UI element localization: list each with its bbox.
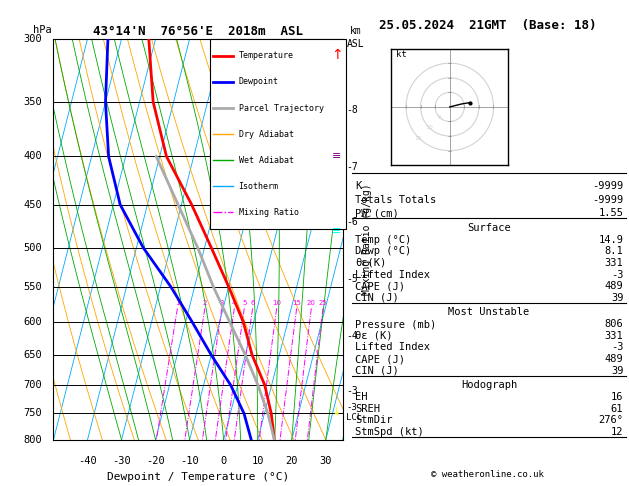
- Text: 800: 800: [23, 435, 42, 445]
- Text: 20: 20: [286, 456, 298, 466]
- Text: 10: 10: [272, 300, 281, 306]
- Text: θε(K): θε(K): [355, 258, 386, 268]
- Text: Wet Adiabat: Wet Adiabat: [238, 156, 294, 165]
- FancyBboxPatch shape: [209, 39, 346, 229]
- Text: 650: 650: [23, 350, 42, 360]
- Text: 489: 489: [604, 281, 623, 291]
- Text: Mixing Ratio: Mixing Ratio: [238, 208, 299, 217]
- Text: -3: -3: [611, 270, 623, 279]
- Text: Mixing Ratio (g/kg): Mixing Ratio (g/kg): [362, 184, 372, 295]
- Text: Lifted Index: Lifted Index: [355, 343, 430, 352]
- Text: 276°: 276°: [598, 416, 623, 425]
- Text: 16: 16: [611, 392, 623, 402]
- Text: -5: -5: [346, 274, 358, 284]
- Text: 331: 331: [604, 258, 623, 268]
- Text: hPa: hPa: [33, 25, 52, 35]
- Text: 300: 300: [23, 34, 42, 44]
- Text: Dry Adiabat: Dry Adiabat: [238, 130, 294, 139]
- Text: K: K: [355, 181, 361, 191]
- Text: ASL: ASL: [347, 38, 364, 49]
- Text: 30: 30: [320, 456, 332, 466]
- Text: Parcel Trajectory: Parcel Trajectory: [238, 104, 324, 113]
- Text: 450: 450: [23, 200, 42, 209]
- Text: Isotherm: Isotherm: [238, 182, 279, 191]
- Text: θε (K): θε (K): [355, 331, 392, 341]
- Text: -3
LCL: -3 LCL: [346, 403, 362, 422]
- Text: 400: 400: [23, 152, 42, 161]
- Text: ≡: ≡: [332, 152, 341, 161]
- Text: -6: -6: [346, 217, 358, 227]
- Text: 4: 4: [232, 300, 237, 306]
- Text: -8: -8: [346, 105, 358, 115]
- Text: 1: 1: [175, 300, 180, 306]
- Text: 10: 10: [252, 456, 264, 466]
- Text: Hodograph: Hodograph: [461, 381, 517, 390]
- Text: Dewp (°C): Dewp (°C): [355, 246, 411, 256]
- Text: 20: 20: [307, 300, 316, 306]
- Text: 10: 10: [425, 125, 433, 130]
- Text: 6: 6: [250, 300, 255, 306]
- Text: 8.1: 8.1: [604, 246, 623, 256]
- Text: 331: 331: [604, 331, 623, 341]
- Text: PW (cm): PW (cm): [355, 208, 399, 218]
- Text: Totals Totals: Totals Totals: [355, 195, 436, 205]
- Text: 61: 61: [611, 404, 623, 414]
- Text: 550: 550: [23, 282, 42, 292]
- Text: km: km: [350, 26, 361, 36]
- Text: CIN (J): CIN (J): [355, 293, 399, 303]
- Text: 25: 25: [318, 300, 327, 306]
- Text: 0: 0: [221, 456, 227, 466]
- Text: ↑: ↑: [331, 48, 342, 62]
- Text: 600: 600: [23, 317, 42, 327]
- Text: -3: -3: [611, 343, 623, 352]
- Text: CAPE (J): CAPE (J): [355, 354, 404, 364]
- Text: -20: -20: [146, 456, 165, 466]
- Text: kt: kt: [396, 51, 406, 59]
- Text: -4: -4: [346, 330, 358, 341]
- Text: © weatheronline.co.uk: © weatheronline.co.uk: [431, 469, 544, 479]
- Text: 750: 750: [23, 408, 42, 418]
- Text: 15: 15: [292, 300, 301, 306]
- Text: -7: -7: [346, 161, 358, 172]
- Text: 500: 500: [23, 243, 42, 253]
- Text: -3: -3: [346, 386, 358, 396]
- Text: CAPE (J): CAPE (J): [355, 281, 404, 291]
- Text: 806: 806: [604, 319, 623, 329]
- Text: -30: -30: [112, 456, 131, 466]
- Text: ↓: ↓: [332, 407, 341, 417]
- Text: StmSpd (kt): StmSpd (kt): [355, 427, 423, 437]
- Text: EH: EH: [355, 392, 367, 402]
- Text: Dewpoint / Temperature (°C): Dewpoint / Temperature (°C): [107, 472, 289, 482]
- Text: 1.55: 1.55: [598, 208, 623, 218]
- Text: Most Unstable: Most Unstable: [448, 308, 530, 317]
- Text: SREH: SREH: [355, 404, 380, 414]
- Text: 15: 15: [415, 136, 422, 141]
- Text: -9999: -9999: [592, 195, 623, 205]
- Text: 5: 5: [437, 115, 441, 120]
- Text: 39: 39: [611, 293, 623, 303]
- Text: 5: 5: [242, 300, 247, 306]
- Text: Temperature: Temperature: [238, 52, 294, 60]
- Text: 2: 2: [203, 300, 207, 306]
- Title: 43°14'N  76°56'E  2018m  ASL: 43°14'N 76°56'E 2018m ASL: [93, 25, 303, 38]
- Text: 39: 39: [611, 366, 623, 376]
- Text: Dewpoint: Dewpoint: [238, 77, 279, 87]
- Text: Temp (°C): Temp (°C): [355, 235, 411, 244]
- Text: -9999: -9999: [592, 181, 623, 191]
- Text: 350: 350: [23, 97, 42, 107]
- Text: -10: -10: [181, 456, 199, 466]
- Text: StmDir: StmDir: [355, 416, 392, 425]
- Text: -40: -40: [78, 456, 97, 466]
- Text: 3: 3: [220, 300, 224, 306]
- Text: 700: 700: [23, 380, 42, 390]
- Text: 14.9: 14.9: [598, 235, 623, 244]
- Text: ≡: ≡: [332, 226, 341, 236]
- Text: 12: 12: [611, 427, 623, 437]
- Text: 25.05.2024  21GMT  (Base: 18): 25.05.2024 21GMT (Base: 18): [379, 19, 596, 33]
- Text: CIN (J): CIN (J): [355, 366, 399, 376]
- Text: Pressure (mb): Pressure (mb): [355, 319, 436, 329]
- Text: Surface: Surface: [467, 223, 511, 233]
- Text: 489: 489: [604, 354, 623, 364]
- Text: Lifted Index: Lifted Index: [355, 270, 430, 279]
